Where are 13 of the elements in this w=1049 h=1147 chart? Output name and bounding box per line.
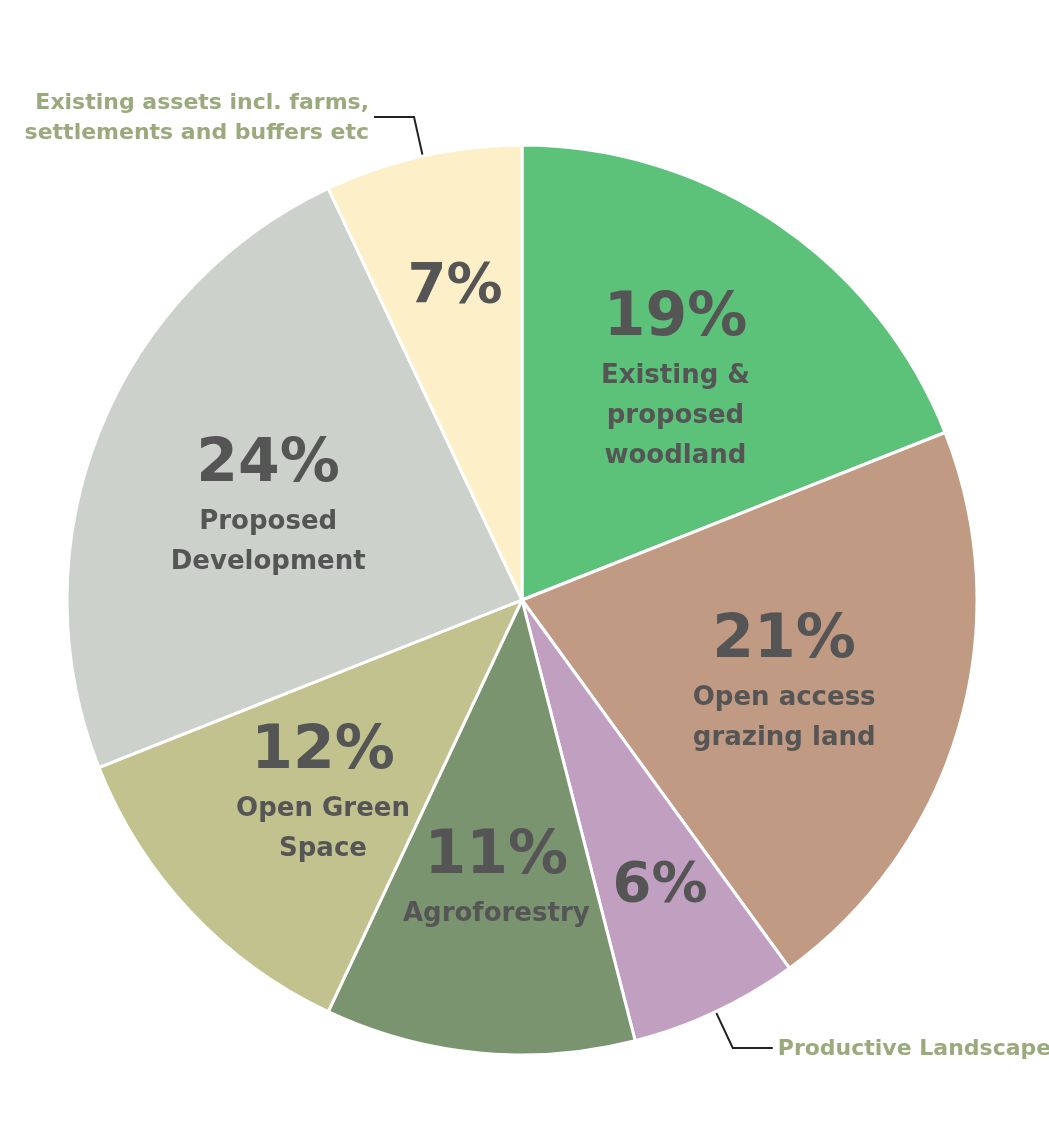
data-label: 24% xyxy=(196,424,340,495)
data-label: 11% xyxy=(424,816,569,887)
slice-label: Open Green Space xyxy=(236,791,410,862)
data-label: 19% xyxy=(603,279,748,350)
data-label: 21% xyxy=(712,601,856,672)
data-label: 6% xyxy=(612,848,708,914)
data-label: 12% xyxy=(251,711,395,782)
slice-label: Existing & proposed woodland xyxy=(600,359,750,470)
slice-label: Open access grazing land xyxy=(692,681,876,752)
slice-label: Agroforestry xyxy=(402,896,590,927)
slice-label: Proposed Development xyxy=(170,504,366,575)
data-label: 7% xyxy=(407,249,503,315)
slice-label: Existing assets incl. farms, settlements and buffers etc xyxy=(24,89,370,145)
